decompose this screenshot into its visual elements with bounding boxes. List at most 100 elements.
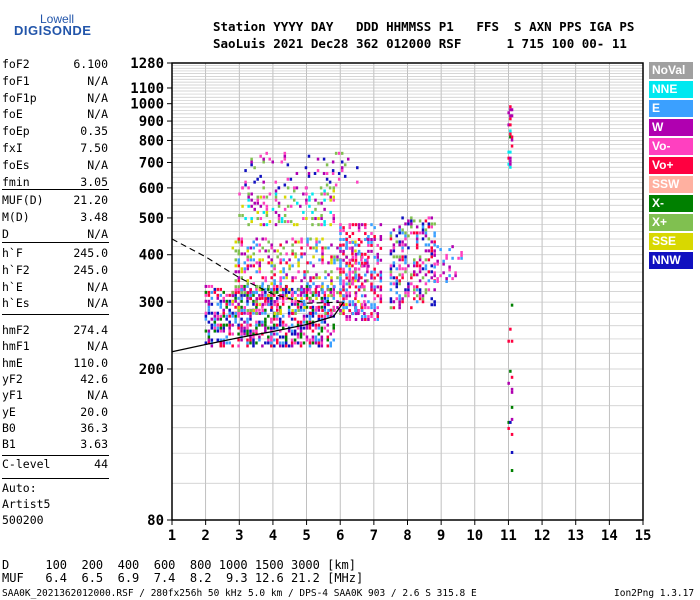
echo-point <box>448 268 451 272</box>
echo-point <box>268 220 272 224</box>
echo-point <box>424 228 428 232</box>
echo-point <box>207 305 211 309</box>
echo-point <box>404 267 407 271</box>
param-value: 245.0 <box>73 246 108 260</box>
echo-point <box>282 267 285 271</box>
echo-point <box>261 320 264 324</box>
echo-point <box>320 329 324 333</box>
echo-point <box>237 302 240 306</box>
param-value: N/A <box>87 296 108 311</box>
echo-point <box>228 341 231 345</box>
echo-point <box>267 287 270 291</box>
echo-point <box>317 308 321 312</box>
echo-point <box>507 156 510 160</box>
echo-point <box>253 180 256 184</box>
echo-point <box>234 299 237 303</box>
echo-point <box>370 288 373 292</box>
echo-point <box>246 279 250 283</box>
echo-point <box>228 308 231 312</box>
echo-point <box>309 312 312 316</box>
echo-point <box>270 270 273 274</box>
echo-point <box>207 284 211 288</box>
echo-point <box>421 261 425 265</box>
echo-point <box>240 285 244 289</box>
echo-point <box>302 314 306 318</box>
echo-point <box>389 249 393 253</box>
echo-point <box>507 339 510 343</box>
echo-point <box>320 326 324 330</box>
echo-point <box>299 204 302 208</box>
echo-point <box>404 234 407 238</box>
echo-point <box>401 273 404 277</box>
echo-point <box>294 240 297 244</box>
echo-point <box>249 317 252 321</box>
echo-point <box>255 303 258 307</box>
echo-point <box>270 246 273 250</box>
echo-point <box>323 198 326 202</box>
echo-point <box>296 320 300 324</box>
param-row: foF1p N/A <box>2 91 108 107</box>
echo-point <box>299 332 303 336</box>
echo-point <box>401 243 404 247</box>
echo-point <box>363 312 366 316</box>
echo-point <box>439 274 442 278</box>
x-tick-label: 7 <box>370 528 378 544</box>
x-tick-label: 8 <box>403 528 411 544</box>
echo-point <box>336 291 339 295</box>
echo-point <box>370 306 373 310</box>
echo-point <box>336 246 339 250</box>
echo-point <box>270 276 273 280</box>
echo-point <box>356 180 359 184</box>
echo-point <box>246 320 249 324</box>
echo-point <box>354 318 358 322</box>
echo-point <box>275 314 279 318</box>
echo-point <box>264 308 267 312</box>
echo-point <box>330 282 333 286</box>
echo-point <box>376 252 379 256</box>
echo-point <box>395 279 399 283</box>
echo-point <box>340 151 344 155</box>
echo-point <box>509 108 512 112</box>
echo-point <box>328 186 332 190</box>
echo-point <box>332 296 335 300</box>
echo-point <box>427 237 431 241</box>
echo-point <box>410 219 413 223</box>
echo-point <box>246 312 250 316</box>
param-row: B1 3.63 <box>2 437 108 453</box>
param-name: yE <box>2 404 16 419</box>
echo-point <box>262 157 265 161</box>
echo-point <box>210 326 214 330</box>
axis-ticks: 1 2 3 4 5 6 7 8 9 10 11 12 13 14 158020030040050060070… <box>130 56 651 544</box>
echo-point <box>321 252 324 256</box>
echo-point <box>317 314 321 318</box>
echo-point <box>276 255 279 259</box>
echo-point <box>305 192 308 196</box>
echo-point <box>345 261 348 265</box>
legend-entry-w: W <box>649 119 693 136</box>
echo-point <box>270 317 273 321</box>
auto-code: 500200 <box>2 513 44 527</box>
echo-point <box>314 338 318 342</box>
echo-point <box>252 335 255 339</box>
param-name: D <box>2 226 9 241</box>
echo-point <box>228 326 231 330</box>
echo-point <box>342 285 345 289</box>
echo-point <box>204 311 208 315</box>
echo-point <box>259 195 263 199</box>
echo-point <box>421 276 425 280</box>
echo-point <box>373 226 376 230</box>
echo-point <box>258 261 261 265</box>
echo-point <box>297 270 300 274</box>
echo-point <box>354 223 358 227</box>
param-value: N/A <box>87 339 108 354</box>
echo-point <box>265 151 268 155</box>
x-tick-label: 3 <box>235 528 243 544</box>
echo-point <box>277 204 281 208</box>
echo-point <box>264 299 267 303</box>
echo-point <box>275 287 279 291</box>
legend-entry-vo-: Vo+ <box>649 157 693 174</box>
param-name: h`Es <box>2 296 30 311</box>
echo-point <box>207 338 211 342</box>
echo-point <box>249 276 252 280</box>
echo-point <box>325 177 329 181</box>
